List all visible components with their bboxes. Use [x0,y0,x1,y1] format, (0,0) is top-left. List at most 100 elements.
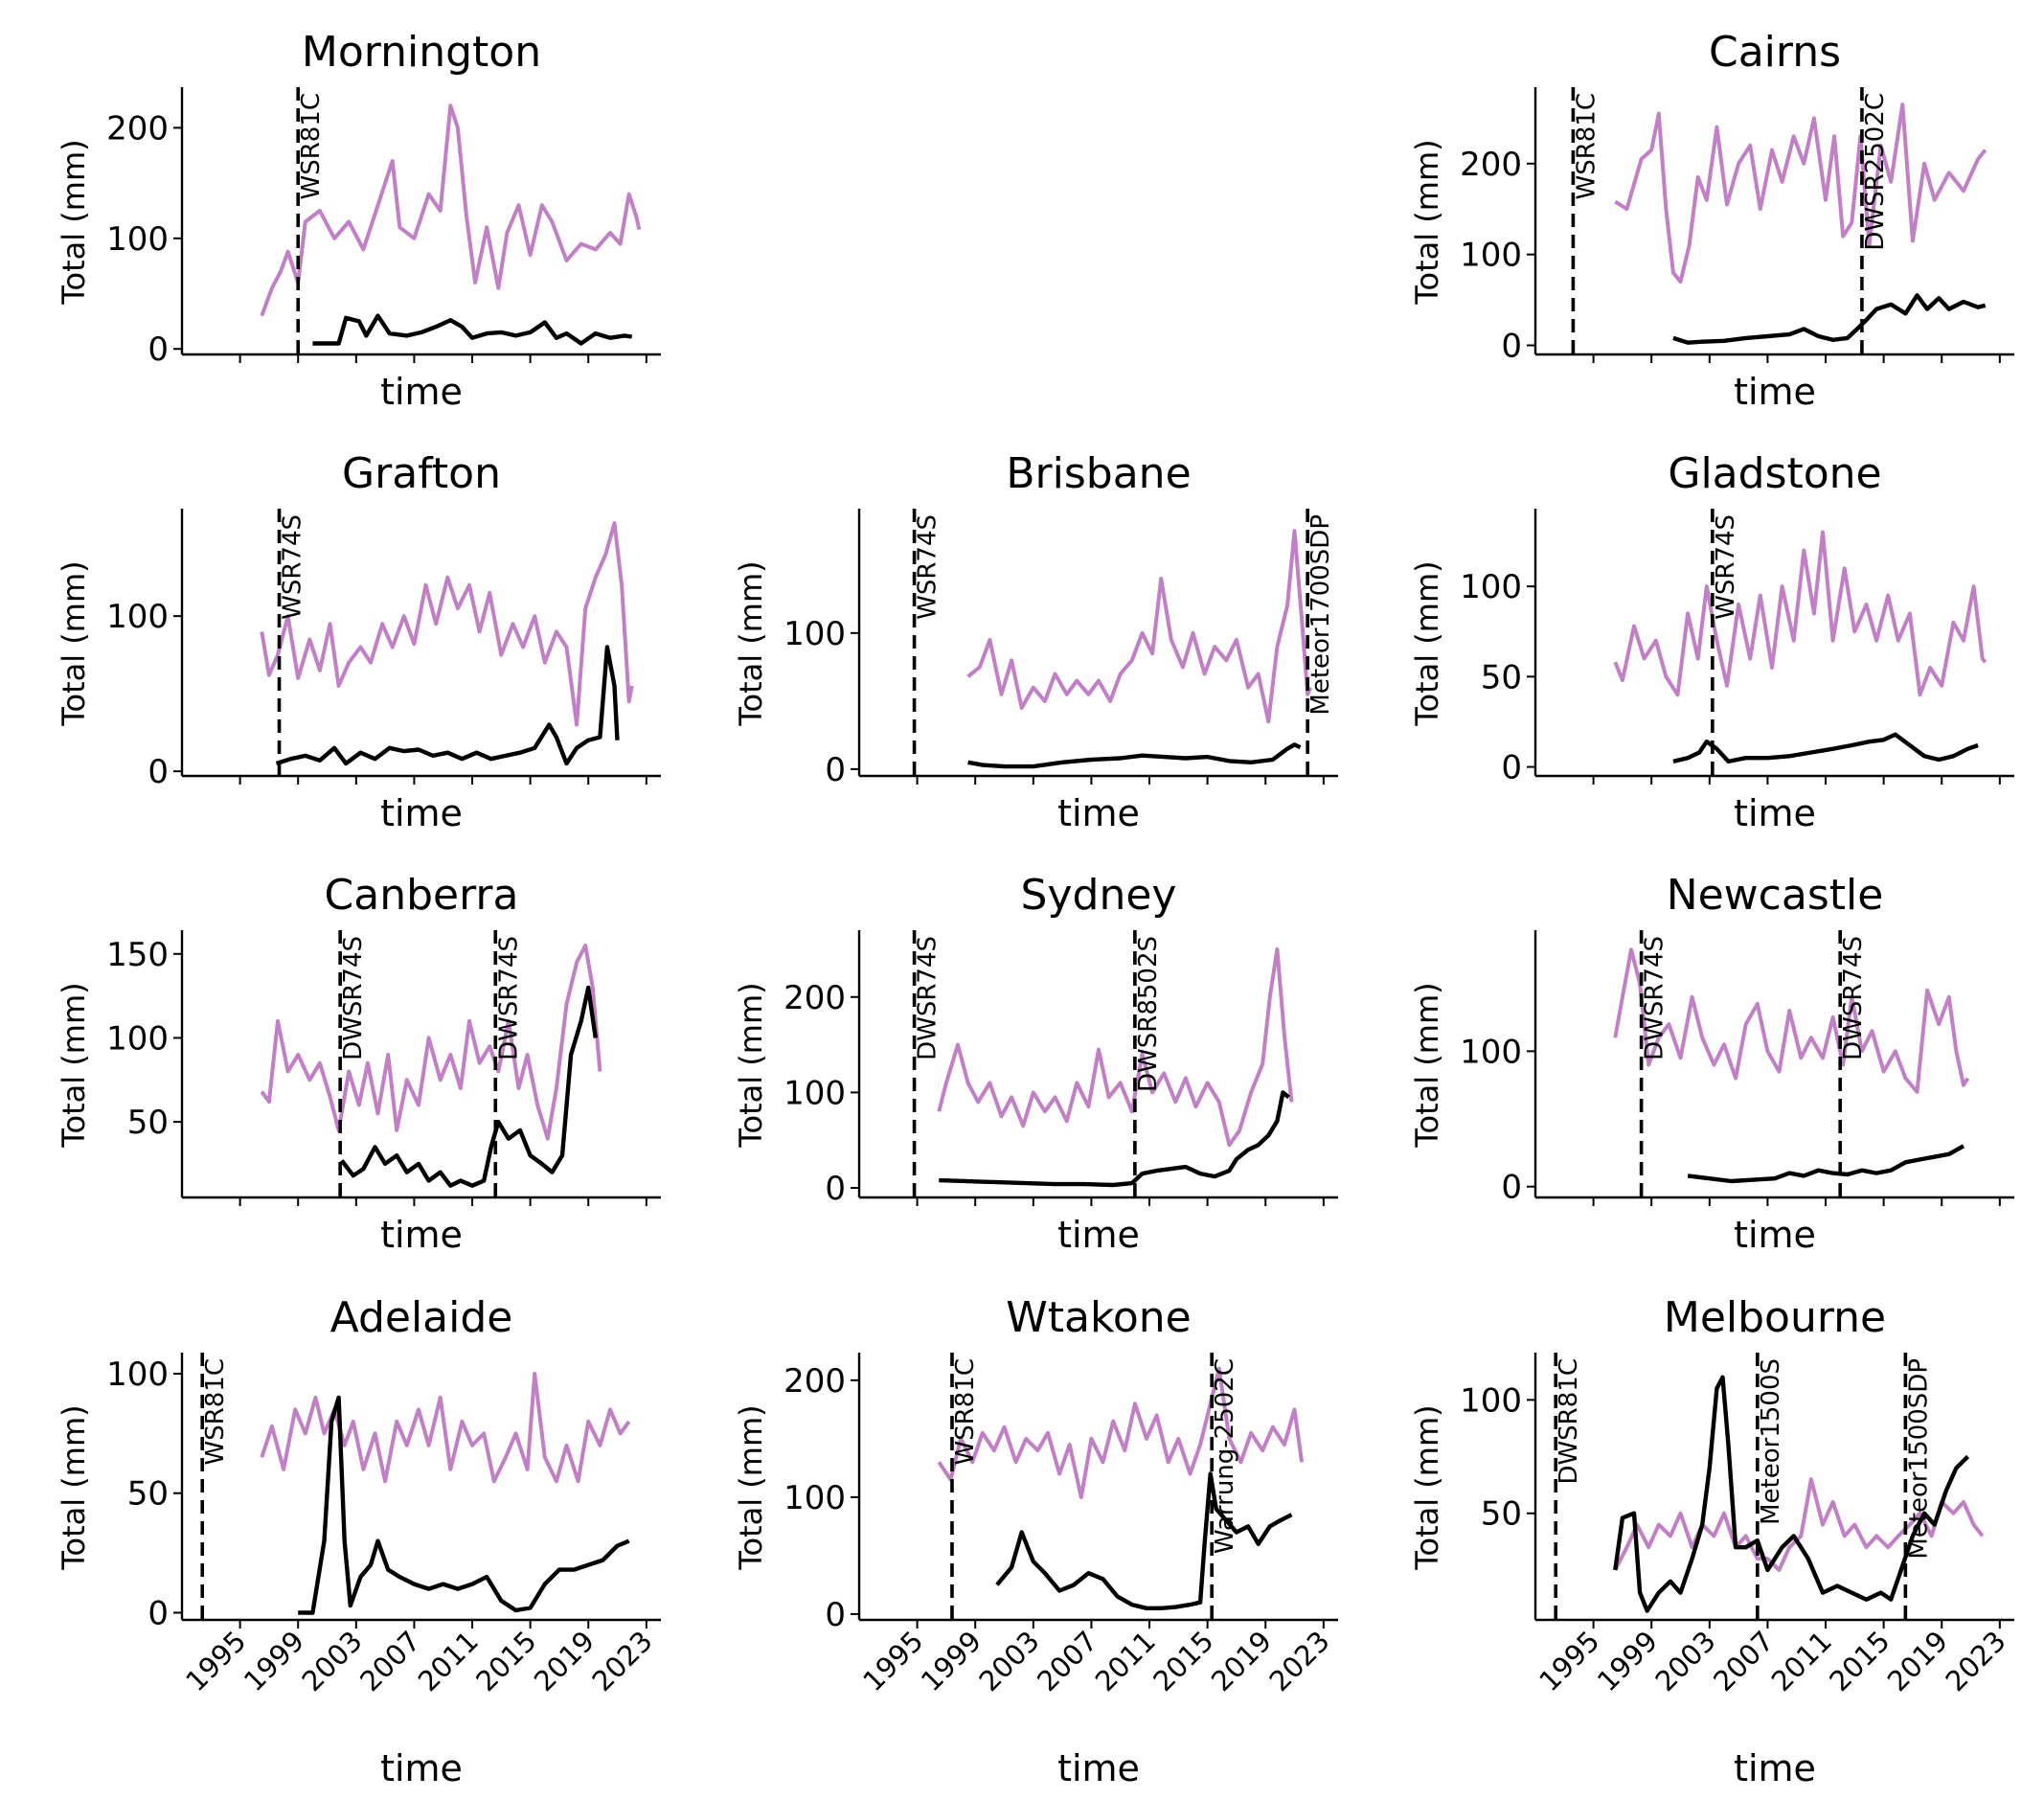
x-tick-label: 1999 [238,1625,310,1697]
y-tick-label: 0 [1501,328,1522,366]
x-tick-label: 2023 [1940,1625,2012,1697]
panel-canberra: Canberra 50 100 150 Total (mm) time DWSR74S DWS… [56,871,661,1256]
radar-change-label: DWSR2502C [1861,93,1890,251]
series-line-2 [995,1471,1293,1610]
panel-wtakone: Wtakone010020019951999200320072011201520… [733,1293,1338,1789]
x-tick-label: 1995 [179,1625,252,1697]
panel-title: Cairns [1709,28,1841,77]
panel-title: Canberra [325,871,519,920]
x-axis-label: time [1734,1214,1816,1256]
y-tick-label: 0 [148,753,169,791]
x-tick-label: 2007 [1707,1625,1780,1697]
radar-change-label: DWSR74S [914,936,943,1060]
radar-change-label: WSR74S [1712,514,1740,620]
panel-title: Wtakone [1006,1293,1192,1342]
series-line-1 [966,529,1313,724]
radar-change-label: Meteor1500S [1757,1358,1785,1525]
y-tick-label: 100 [784,615,846,653]
panel-title: Gladstone [1668,449,1881,498]
panel-melbourne: Melbourne5010019951999200320072011201520… [1409,1293,2014,1789]
y-axis-label: Total (mm) [1409,139,1445,305]
x-tick-label: 2011 [1765,1625,1838,1697]
x-tick-label: 2019 [1881,1625,1954,1697]
series-line-2 [939,1090,1290,1188]
x-axis-label: time [1734,792,1816,834]
series-line-1 [1613,530,1987,697]
series-line-1 [1614,103,1987,285]
panel-gladstone: Gladstone 0 50 100 Total (mm) time WSR74S [1409,449,2014,834]
radar-change-label: Warrung-2502C [1211,1358,1239,1554]
y-tick-label: 200 [784,979,846,1017]
panel-cairns: Cairns 0 100 200 Total (mm) time WSR81C DWSR250… [1409,28,2014,413]
x-tick-label: 2003 [296,1625,369,1697]
series-line-1 [260,521,634,727]
radar-change-label: DWSR74S [1641,936,1669,1060]
series-line-1 [937,946,1294,1148]
radar-change-label: WSR81C [1572,93,1601,200]
panel-title: Adelaide [330,1293,513,1342]
series-line-2 [298,1395,630,1615]
x-tick-label: 2019 [1205,1625,1278,1697]
panel-title: Brisbane [1006,449,1191,498]
panel-adelaide: Adelaide05010019951999200320072011201520… [56,1293,661,1789]
radar-change-label: DWSR81C [1555,1358,1583,1485]
y-tick-label: 0 [825,751,846,789]
radar-change-label: Meteor1500SDP [1904,1358,1933,1560]
y-tick-label: 50 [1481,658,1522,696]
y-tick-label: 100 [1460,568,1522,606]
series-line-2 [967,742,1302,769]
series-line-1 [260,1372,631,1484]
y-tick-label: 100 [1460,237,1522,275]
radar-change-label: Meteor1700SDP [1306,514,1335,716]
x-tick-label: 2023 [586,1625,659,1697]
y-tick-label: 50 [127,1475,169,1514]
y-tick-label: 0 [825,1596,846,1634]
x-tick-label: 2011 [1089,1625,1162,1697]
radar-change-label: WSR81C [297,93,326,200]
x-axis-label: time [1057,1747,1140,1789]
y-axis-label: Total (mm) [1409,560,1445,726]
y-axis-label: Total (mm) [733,982,769,1148]
x-axis-label: time [1057,792,1140,834]
x-tick-label: 2015 [469,1625,542,1697]
y-axis-label: Total (mm) [56,1404,92,1570]
series-line-1 [937,1366,1305,1499]
y-tick-label: 200 [1460,146,1522,184]
panel-title: Sydney [1021,871,1177,920]
y-tick-label: 100 [106,1019,169,1058]
x-tick-label: 2015 [1823,1625,1896,1697]
x-tick-label: 2003 [1649,1625,1722,1697]
y-tick-label: 100 [106,598,169,636]
y-tick-label: 100 [106,1356,169,1394]
y-tick-label: 200 [106,109,169,148]
y-tick-label: 0 [148,1595,169,1633]
series-line-2 [1672,293,1987,345]
x-tick-label: 1995 [1533,1625,1605,1697]
x-axis-label: time [1734,371,1816,413]
radar-change-label: WSR74S [914,514,943,620]
x-axis-label: time [380,371,463,413]
x-tick-label: 2011 [412,1625,485,1697]
series-line-2 [1672,732,1979,764]
panel-title: Mornington [302,28,541,77]
series-line-1 [260,944,602,1141]
x-tick-label: 2019 [528,1625,601,1697]
x-axis-label: time [380,1747,463,1789]
x-tick-label: 2007 [1031,1625,1103,1697]
x-tick-label: 1999 [1591,1625,1664,1697]
y-axis-label: Total (mm) [56,982,92,1148]
panel-newcastle: Newcastle 0 100 Total (mm) time DWSR74S DWSR74… [1409,871,2014,1256]
y-axis-label: Total (mm) [733,560,769,726]
y-axis-label: Total (mm) [733,1404,769,1570]
panel-brisbane: Brisbane 0 100 Total (mm) time WSR74S Meteor17… [733,449,1338,834]
panel-sydney: Sydney 0 100 200 Total (mm) time DWSR74S DWSR85… [733,871,1338,1256]
x-tick-label: 2023 [1263,1625,1336,1697]
radar-change-label: WSR81C [951,1358,980,1466]
panel-grafton: Grafton 0 100 Total (mm) time WSR74S [56,449,661,834]
y-axis-label: Total (mm) [1409,982,1445,1148]
y-axis-label: Total (mm) [1409,1404,1445,1570]
y-tick-label: 150 [106,936,169,974]
y-tick-label: 100 [1460,1381,1522,1420]
y-axis-label: Total (mm) [56,139,92,305]
y-tick-label: 100 [784,1074,846,1112]
